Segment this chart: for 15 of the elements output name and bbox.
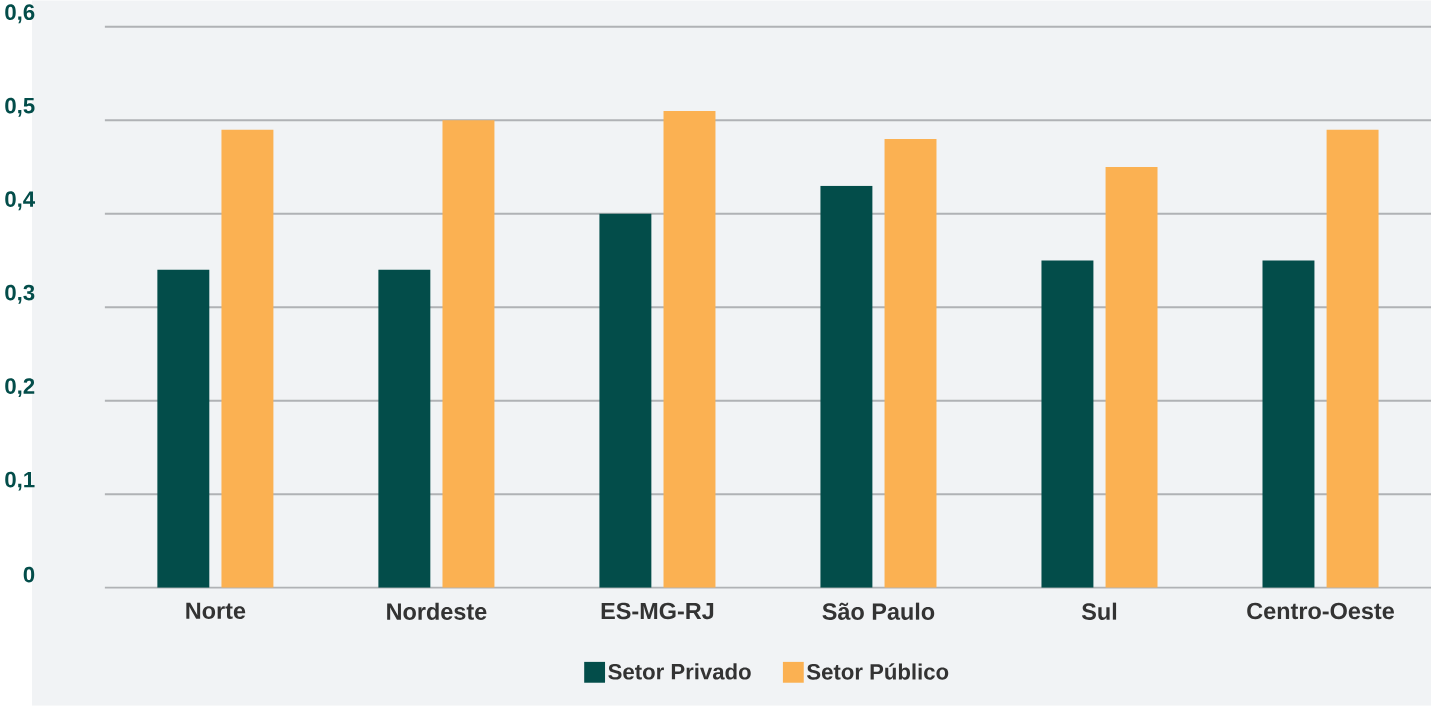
y-tick-label: 0,3 xyxy=(5,284,35,304)
x-tick-label: Sul xyxy=(1081,602,1117,620)
x-tick-label: Centro-Oeste xyxy=(1247,602,1394,620)
x-tick-label: São Paulo xyxy=(822,602,935,620)
y-tick-label: 0,6 xyxy=(5,4,35,24)
legend-label: Setor Privado xyxy=(608,663,751,680)
y-tick-label: 0,1 xyxy=(5,471,35,491)
x-tick-label: Norte xyxy=(186,602,246,620)
x-tick-label: ES-MG-RJ xyxy=(601,602,714,620)
y-tick-label: 0,2 xyxy=(5,378,35,398)
x-tick-label: Nordeste xyxy=(387,602,487,620)
legend-label: Setor Público xyxy=(806,663,949,680)
y-tick-label: 0,5 xyxy=(5,97,35,117)
y-tick-label: 0,4 xyxy=(5,191,36,211)
y-tick-label: 0 xyxy=(23,566,35,583)
